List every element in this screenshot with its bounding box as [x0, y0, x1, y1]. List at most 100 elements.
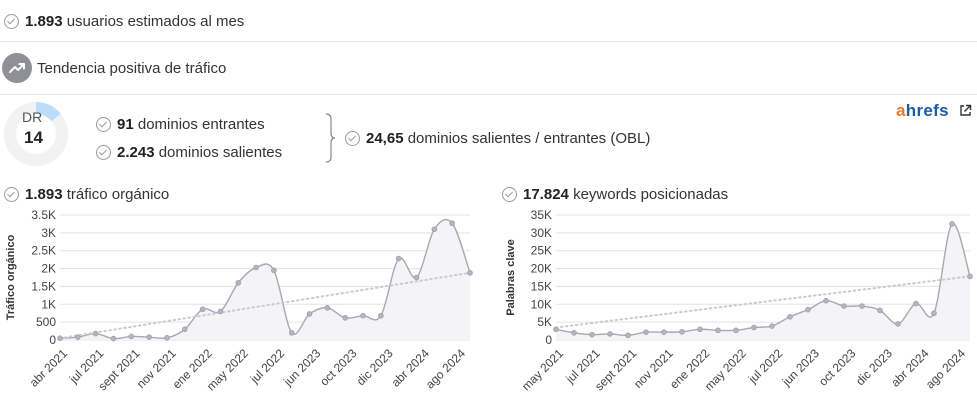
data-point	[324, 305, 331, 311]
data-point	[306, 311, 313, 317]
data-point	[859, 303, 865, 309]
keywords-label: keywords posicionadas	[573, 185, 729, 203]
data-point	[235, 280, 242, 286]
inbound-domains-row: 91 dominios entrantes	[96, 114, 336, 134]
data-point	[92, 330, 99, 337]
data-point	[553, 326, 559, 333]
users-label: usuarios estimados al mes	[66, 12, 245, 30]
data-point	[75, 334, 81, 340]
y-tick-label: 35K	[531, 208, 552, 222]
data-point	[288, 330, 295, 336]
keywords-header: 17.824 keywords posicionadas	[502, 184, 902, 204]
data-point	[643, 329, 649, 335]
data-point	[217, 308, 224, 315]
data-point	[895, 321, 901, 327]
y-tick-label: 3.5K	[31, 208, 56, 222]
data-point	[431, 226, 438, 233]
data-point	[181, 326, 188, 333]
data-point	[967, 273, 973, 280]
divider	[0, 41, 977, 42]
y-tick-label: 1K	[41, 297, 56, 311]
x-tick-label: ago 2024	[923, 346, 969, 392]
dr-label: DR	[22, 109, 43, 125]
users-estimate-text: 1.893 usuarios estimados al mes	[25, 13, 244, 30]
outbound-label: dominios salientes	[158, 143, 283, 161]
data-point	[877, 307, 883, 314]
y-tick-label: 30K	[531, 226, 552, 240]
y-tick-label: 25K	[531, 244, 552, 258]
data-point	[805, 306, 811, 313]
keywords-chart: 0 5K 10K 15K 20K 25K 30K 35K Palabras clave may 2…	[505, 208, 973, 393]
y-tick-label: 2.5K	[31, 244, 56, 258]
organic-traffic-value: 1.893	[25, 185, 63, 203]
traffic-trend-row: Tendencia positiva de tráfico	[0, 52, 977, 84]
data-point	[841, 303, 847, 309]
data-point	[146, 334, 152, 340]
data-point	[769, 323, 775, 329]
external-link-icon[interactable]	[959, 104, 972, 117]
divider	[0, 94, 977, 95]
inbound-label: dominios entrantes	[137, 115, 265, 133]
obl-ratio-label: dominios salientes / entrantes (OBL)	[407, 129, 651, 147]
data-point	[625, 332, 631, 339]
check-circle-icon	[502, 186, 517, 202]
x-tick-label: oct 2023	[816, 346, 859, 389]
organic-traffic-header: 1.893 tráfico orgánico	[0, 184, 400, 204]
check-circle-icon	[345, 130, 360, 146]
y-tick-label: 500	[36, 315, 56, 329]
inbound-value: 91	[117, 115, 134, 133]
data-point	[931, 310, 937, 317]
trend-line	[59, 271, 471, 340]
y-axis-title: Tráfico orgánico	[5, 234, 17, 320]
x-tick-label: jun 2023	[779, 346, 822, 389]
y-tick-label: 2K	[41, 262, 56, 276]
y-tick-label: 20K	[531, 262, 552, 276]
x-tick-label: dic 2023	[853, 346, 895, 388]
obl-ratio-value: 24,65	[366, 129, 404, 147]
ahrefs-logo-a: a	[896, 101, 906, 120]
check-circle-icon	[4, 186, 19, 202]
data-point	[661, 329, 667, 335]
x-tick-label: may 2021	[519, 346, 566, 393]
outbound-domains-row: 2.243 dominios salientes	[96, 142, 336, 162]
y-tick-label: 10K	[531, 297, 552, 311]
data-point	[715, 327, 721, 334]
series-area	[556, 223, 970, 340]
data-point	[395, 255, 402, 262]
x-tick-label: oct 2023	[317, 346, 360, 389]
y-axis-title: Palabras clave	[505, 239, 517, 315]
check-circle-icon	[96, 144, 111, 160]
ahrefs-logo[interactable]: ahrefs	[896, 101, 949, 121]
trending-up-icon	[2, 53, 32, 83]
x-tick-label: ago 2024	[423, 346, 469, 392]
y-tick-label: 3K	[41, 226, 56, 240]
data-point	[57, 335, 63, 342]
organic-traffic-label: tráfico orgánico	[66, 185, 170, 203]
x-tick-label: abr 2021	[27, 346, 71, 390]
data-point	[271, 267, 277, 274]
y-tick-label: 5K	[537, 315, 552, 329]
data-point	[342, 315, 349, 321]
data-point	[571, 330, 577, 336]
data-point	[607, 331, 613, 337]
data-point	[253, 264, 259, 271]
y-tick-label: 1.5K	[31, 279, 56, 293]
traffic-trend-label: Tendencia positiva de tráfico	[37, 59, 227, 77]
ahrefs-logo-rest: hrefs	[905, 101, 949, 120]
y-tick-label: 0	[545, 333, 552, 347]
data-point	[110, 335, 117, 342]
data-point	[449, 220, 455, 227]
data-point	[913, 300, 919, 307]
obl-ratio-row: 24,65 dominios salientes / entrantes (OB…	[345, 128, 685, 148]
organic-traffic-chart: 0 500 1K 1.5K 2K 2.5K 3K 3.5K Tráfico orgánico ab…	[5, 208, 473, 393]
data-point	[823, 297, 829, 304]
data-point	[199, 306, 206, 313]
data-point	[467, 270, 473, 276]
y-tick-label: 0	[49, 333, 56, 347]
dr-value: 14	[24, 128, 43, 147]
domain-rating-gauge	[4, 102, 68, 166]
y-tick-label: 15K	[531, 279, 552, 293]
users-value: 1.893	[25, 12, 63, 30]
brace-divider	[325, 113, 336, 163]
data-point	[413, 274, 420, 281]
